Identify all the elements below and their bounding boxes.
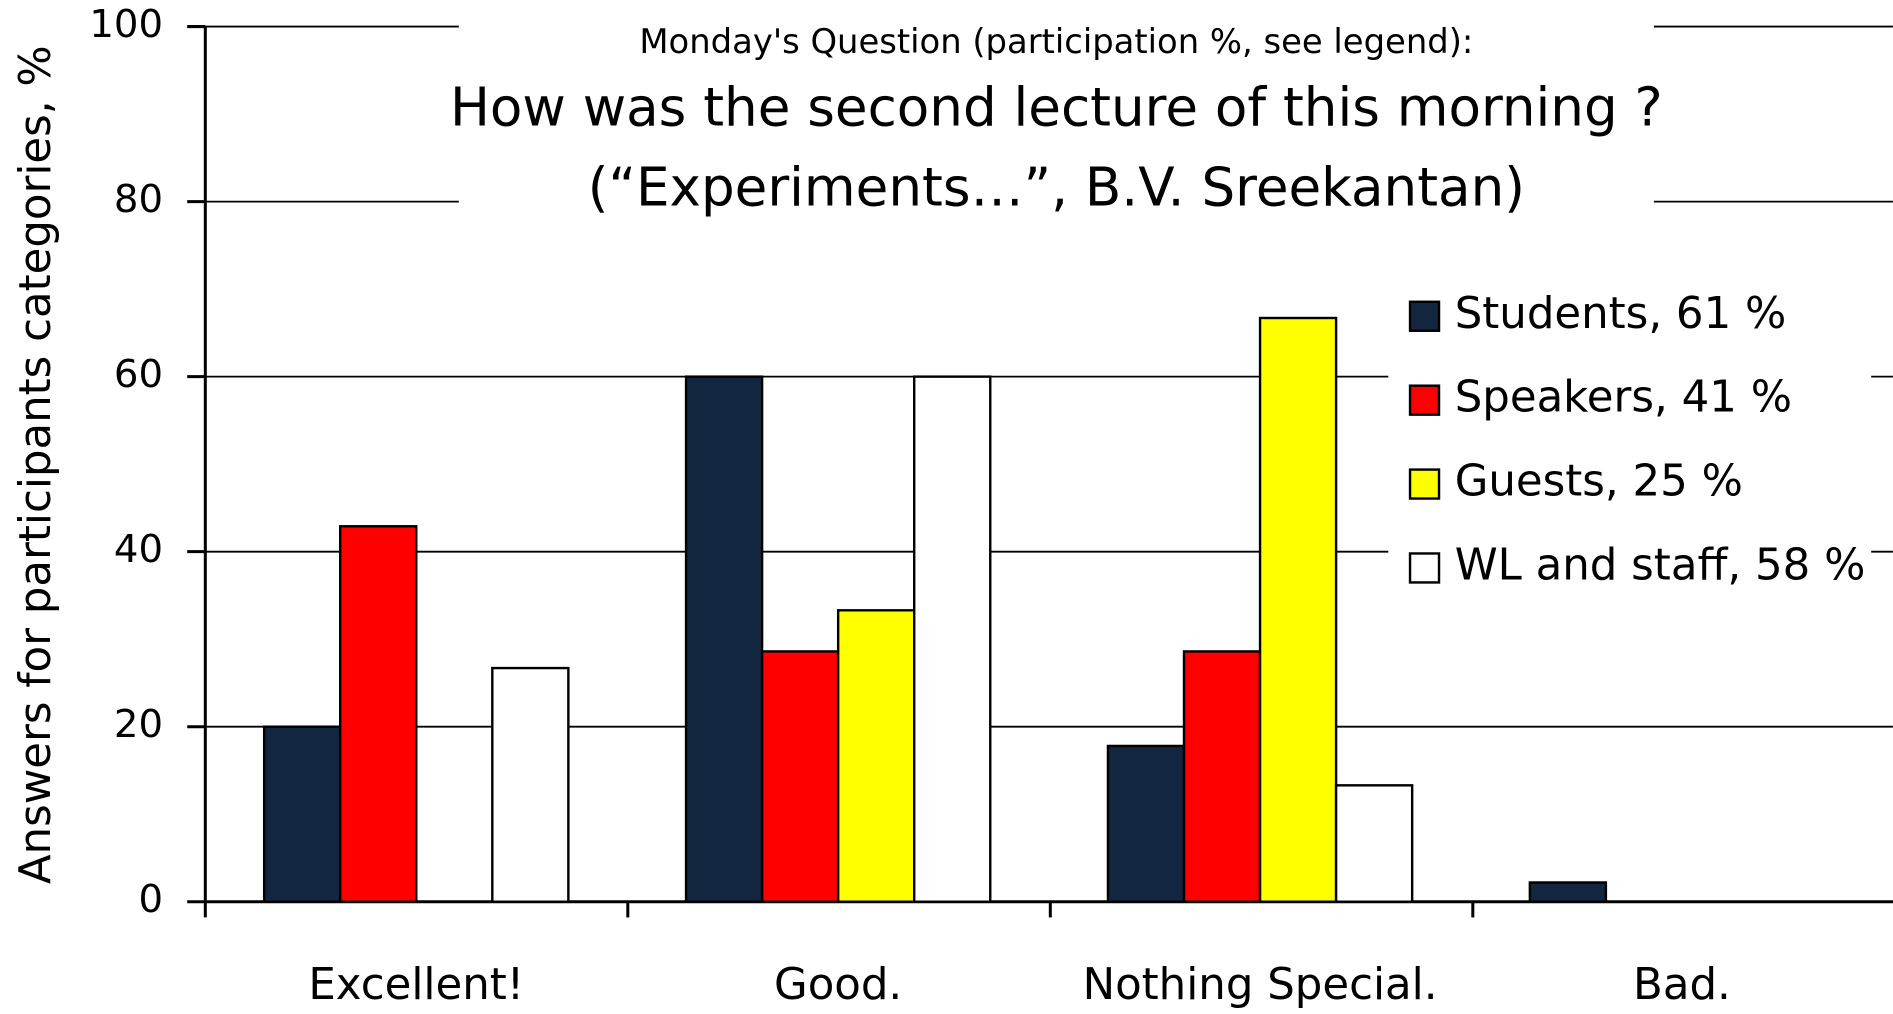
bar (836, 609, 916, 903)
bar (1106, 744, 1186, 903)
x-tick-label: Good. (774, 960, 902, 1010)
bar (760, 650, 840, 903)
chart-title: (“Experiments…”, B.V. Sreekantan) (588, 156, 1525, 218)
legend-label: Guests, 25 % (1455, 457, 1743, 507)
legend-swatch (1408, 384, 1441, 416)
bar (913, 375, 992, 903)
y-tick-label: 20 (114, 702, 163, 747)
title-box (458, 14, 1654, 226)
bar (262, 725, 342, 903)
legend-label: Students, 61 % (1455, 289, 1787, 339)
legend-swatch (1408, 300, 1441, 332)
bar (1258, 316, 1338, 903)
bar (1334, 784, 1414, 903)
y-tick-label: 0 (138, 877, 163, 922)
legend-label: WL and staff, 58 % (1455, 540, 1866, 590)
bar (684, 375, 764, 903)
chart-title: How was the second lecture of this morni… (450, 77, 1663, 139)
bar (491, 666, 570, 903)
y-tick-label: 100 (89, 2, 163, 47)
x-tick-label: Nothing Special. (1083, 960, 1438, 1010)
x-ticks (626, 901, 1475, 918)
x-tick-label: Excellent! (308, 960, 524, 1010)
legend-swatch (1408, 468, 1441, 500)
legend-label: Speakers, 41 % (1455, 373, 1792, 423)
y-tick-label: 40 (114, 527, 163, 572)
legend-box (1388, 277, 1872, 604)
chart-subtitle: Monday's Question (participation %, see … (639, 22, 1473, 61)
y-tick-label: 60 (114, 352, 163, 397)
bar (1528, 881, 1608, 903)
y-axis-label: Answers for participants categories, % (11, 45, 61, 884)
y-tick-label: 80 (114, 177, 163, 222)
x-tick-label: Bad. (1633, 960, 1731, 1010)
bar (1182, 650, 1262, 903)
legend-swatch (1408, 552, 1441, 584)
bar (339, 525, 418, 903)
